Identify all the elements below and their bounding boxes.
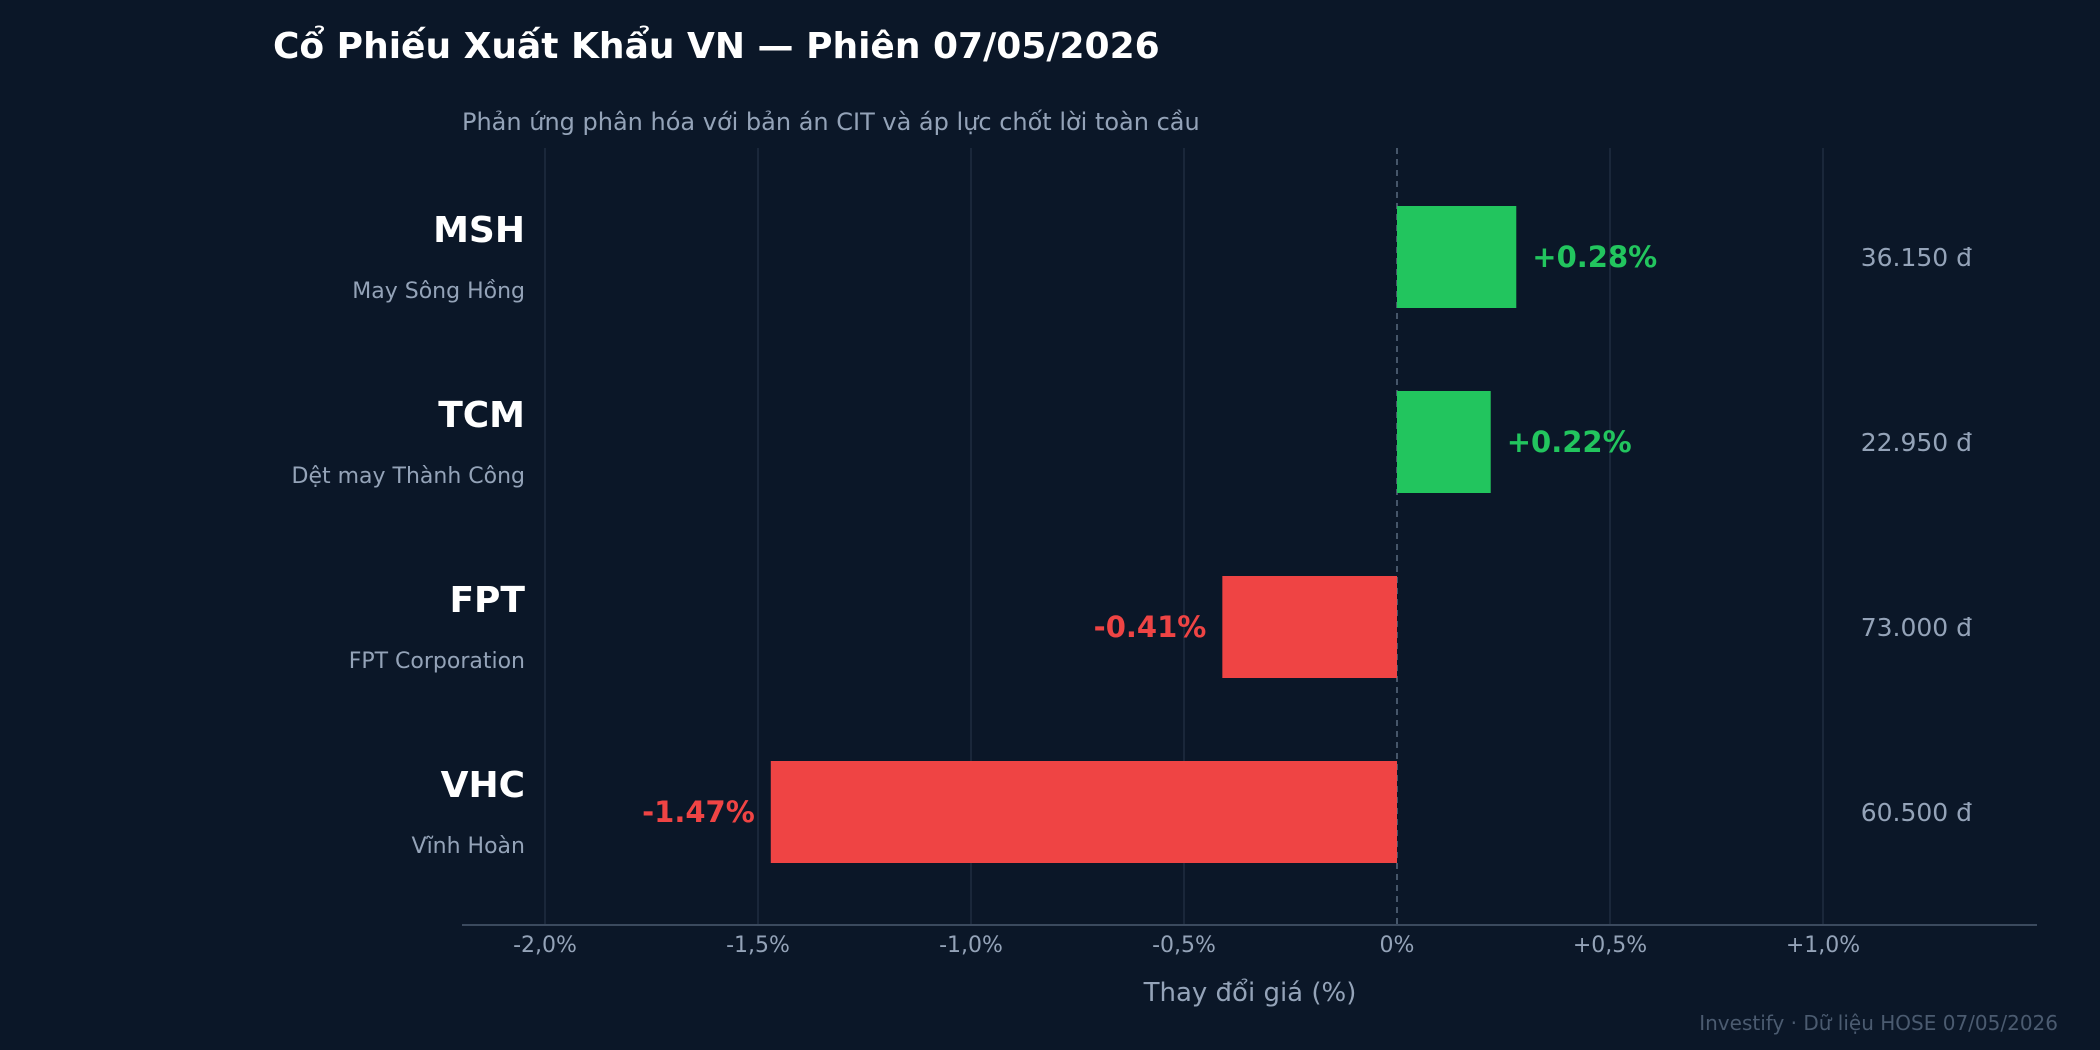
price-label: 22.950 đ — [1861, 428, 1972, 457]
bar-value-label: -0.41% — [1094, 610, 1207, 644]
x-tick-label: +0,5% — [1573, 933, 1647, 958]
ticker-label: MSH — [433, 210, 525, 251]
ticker-label: FPT — [449, 580, 525, 621]
source-note: Investify · Dữ liệu HOSE 07/05/2026 — [1699, 1011, 2058, 1035]
chart-title: Cổ Phiếu Xuất Khẩu VN — Phiên 07/05/2026 — [273, 25, 1160, 67]
labels-layer: +0.28% MSH May Sông Hồng 36.150 đ +0.22% TCM D… — [292, 210, 1973, 859]
bar-tcm — [1397, 391, 1491, 493]
bar-fpt — [1222, 576, 1397, 678]
bar-vhc — [770, 761, 1397, 863]
company-name-label: Dệt may Thành Công — [292, 464, 526, 489]
bars-layer — [770, 206, 1517, 863]
bar-value-label: +0.22% — [1507, 425, 1632, 459]
x-tick-label: +1,0% — [1786, 933, 1860, 958]
x-tick-label: -1,5% — [726, 933, 790, 958]
ticker-label: TCM — [438, 395, 525, 436]
ticker-label: VHC — [441, 765, 525, 806]
x-tick-label: -2,0% — [513, 933, 577, 958]
x-axis-label: Thay đổi giá (%) — [1143, 977, 1357, 1008]
bar-value-label: -1.47% — [642, 795, 755, 829]
bar-value-label: +0.28% — [1532, 240, 1657, 274]
price-label: 60.500 đ — [1861, 798, 1972, 827]
x-tick-label: -0,5% — [1152, 933, 1216, 958]
x-tick-label: -1,0% — [939, 933, 1003, 958]
grid-layer — [544, 148, 1824, 925]
company-name-label: May Sông Hồng — [352, 279, 525, 304]
bar-msh — [1397, 206, 1517, 308]
company-name-label: Vĩnh Hoàn — [412, 834, 525, 859]
price-label: 73.000 đ — [1861, 613, 1972, 642]
x-axis: -2,0% -1,5% -1,0% -0,5% 0% +0,5% +1,0% — [462, 924, 2037, 958]
price-label: 36.150 đ — [1861, 243, 1972, 272]
chart-subtitle: Phản ứng phân hóa với bản án CIT và áp l… — [462, 108, 1200, 136]
x-tick-label: 0% — [1380, 933, 1415, 958]
company-name-label: FPT Corporation — [349, 649, 525, 674]
